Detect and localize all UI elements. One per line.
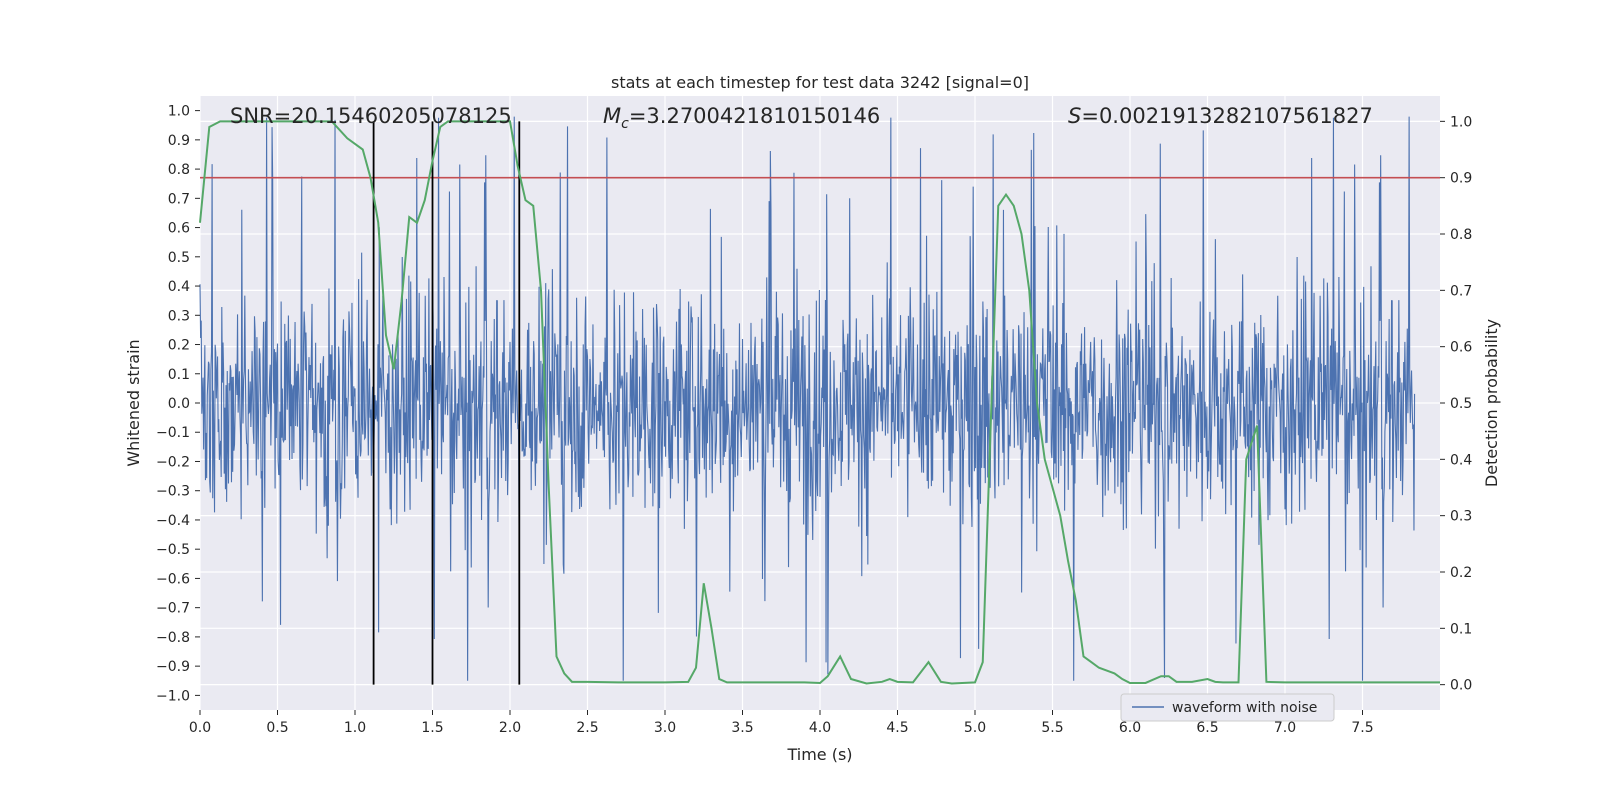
left-axis-title: Whitened strain bbox=[124, 339, 143, 466]
right-tick-label: 0.7 bbox=[1450, 283, 1472, 299]
x-tick-label: 2.0 bbox=[499, 720, 521, 736]
right-tick-label: 0.4 bbox=[1450, 452, 1472, 468]
legend: waveform with noise bbox=[1120, 693, 1335, 722]
left-tick-label: −0.1 bbox=[156, 425, 190, 441]
x-tick-label: 7.0 bbox=[1274, 720, 1296, 736]
x-tick-label: 2.5 bbox=[576, 720, 598, 736]
legend-label: waveform with noise bbox=[1172, 700, 1317, 716]
right-tick-label: 0.9 bbox=[1450, 171, 1472, 187]
left-tick-label: 0.3 bbox=[168, 308, 190, 324]
overlay-lines bbox=[200, 121, 1440, 685]
right-tick-label: 0.5 bbox=[1450, 396, 1472, 412]
chart-title: stats at each timestep for test data 324… bbox=[611, 73, 1029, 92]
right-axis-ticks: 1.0 0.9 0.8 0.7 0.6 0.5 0.4 0.3 0.2 0.1 0.0 bbox=[1440, 114, 1472, 694]
x-tick-label: 1.0 bbox=[344, 720, 366, 736]
right-tick-label: 0.2 bbox=[1450, 565, 1472, 581]
left-tick-label: −0.7 bbox=[156, 601, 190, 617]
x-tick-label: 7.5 bbox=[1351, 720, 1373, 736]
left-tick-label: −0.8 bbox=[156, 630, 190, 646]
left-tick-label: 0.2 bbox=[168, 338, 190, 354]
left-tick-label: −0.9 bbox=[156, 659, 190, 675]
chirp-mass-value: =3.2700421810150146 bbox=[629, 104, 880, 128]
snr-annotation: SNR=20.15460205078125 bbox=[230, 104, 512, 128]
left-tick-label: 0.8 bbox=[168, 162, 190, 178]
x-tick-label: 4.0 bbox=[809, 720, 831, 736]
x-tick-label: 5.5 bbox=[1041, 720, 1063, 736]
statistic-symbol: S bbox=[1068, 104, 1081, 128]
x-tick-label: 0.0 bbox=[189, 720, 211, 736]
left-tick-label: −0.2 bbox=[156, 454, 190, 470]
left-tick-label: −0.3 bbox=[156, 484, 190, 500]
chirp-mass-annotation: Mc=3.2700421810150146 bbox=[603, 104, 880, 132]
left-tick-label: 1.0 bbox=[168, 104, 190, 120]
x-tick-label: 1.5 bbox=[421, 720, 443, 736]
statistic-annotation: S=0.0021913282107561827 bbox=[1068, 104, 1373, 128]
legend-box bbox=[1120, 693, 1335, 722]
right-axis-title: Detection probability bbox=[1482, 319, 1501, 487]
x-tick-label: 3.0 bbox=[654, 720, 676, 736]
left-tick-label: −1.0 bbox=[156, 688, 190, 704]
x-axis-title: Time (s) bbox=[786, 745, 852, 764]
left-axis-ticks: 1.0 0.9 0.8 0.7 0.6 0.5 0.4 0.3 0.2 0.1 0.0 −0.1 −0.… bbox=[156, 104, 200, 704]
x-tick-label: 5.0 bbox=[964, 720, 986, 736]
left-tick-label: −0.6 bbox=[156, 571, 190, 587]
right-tick-label: 0.8 bbox=[1450, 227, 1472, 243]
x-tick-label: 6.0 bbox=[1119, 720, 1141, 736]
left-tick-label: 0.6 bbox=[168, 221, 190, 237]
left-tick-label: −0.4 bbox=[156, 513, 190, 529]
statistic-value: =0.0021913282107561827 bbox=[1081, 104, 1373, 128]
left-tick-label: 0.1 bbox=[168, 367, 190, 383]
right-tick-label: 0.0 bbox=[1450, 678, 1472, 694]
right-tick-label: 0.6 bbox=[1450, 340, 1472, 356]
chirp-mass-symbol: M bbox=[603, 104, 621, 128]
left-tick-label: 0.4 bbox=[168, 279, 190, 295]
x-axis-ticks: 0.0 0.5 1.0 1.5 2.0 2.5 3.0 3.5 4.0 4.5 5.0 5.5 6.0 6… bbox=[189, 710, 1374, 736]
x-tick-label: 3.5 bbox=[731, 720, 753, 736]
left-tick-label: 0.0 bbox=[168, 396, 190, 412]
x-tick-label: 6.5 bbox=[1196, 720, 1218, 736]
x-tick-label: 0.5 bbox=[266, 720, 288, 736]
left-tick-label: −0.5 bbox=[156, 542, 190, 558]
left-tick-label: 0.9 bbox=[168, 133, 190, 149]
right-tick-label: 0.1 bbox=[1450, 621, 1472, 637]
x-tick-label: 4.5 bbox=[886, 720, 908, 736]
probability-series bbox=[199, 120, 1440, 685]
left-tick-label: 0.7 bbox=[168, 191, 190, 207]
left-tick-label: 0.5 bbox=[168, 250, 190, 266]
right-tick-label: 1.0 bbox=[1450, 114, 1472, 130]
chirp-mass-subscript: c bbox=[621, 116, 629, 132]
right-tick-label: 0.3 bbox=[1450, 509, 1472, 525]
probability-line bbox=[199, 120, 1440, 685]
